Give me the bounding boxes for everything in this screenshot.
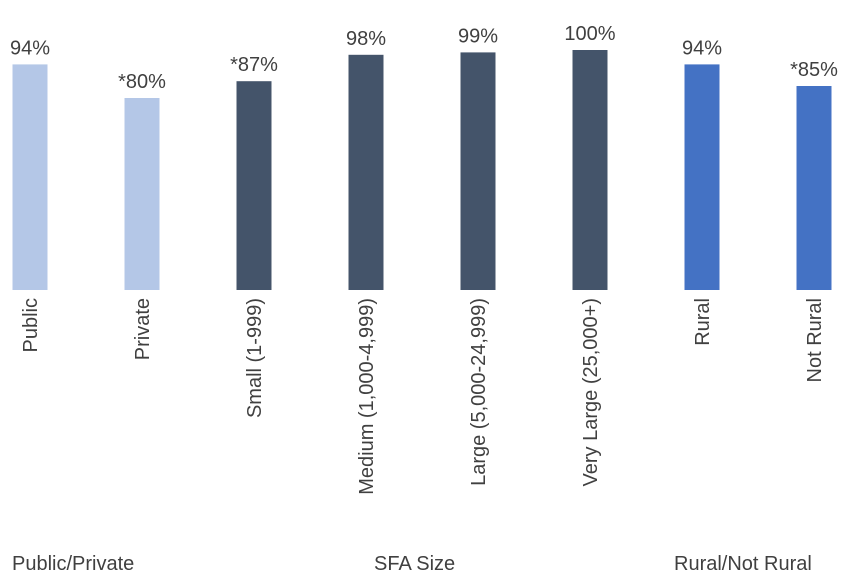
bar-not-rural [796, 86, 832, 290]
data-label-public: 94% [10, 37, 50, 59]
category-label-public: Public [20, 298, 42, 352]
data-label-rural: 94% [682, 37, 722, 59]
category-labels-layer: Public Private Small (1-999) Medium (1,000-… [20, 298, 826, 495]
group-label-public-private: Public/Private [12, 553, 135, 575]
data-label-small-1-999: *87% [230, 54, 278, 76]
data-label-private: *80% [118, 71, 166, 93]
group-label-rural-not-rural: Rural/Not Rural [674, 553, 812, 575]
data-label-very-large-25-000: 100% [564, 23, 615, 45]
category-label-not-rural: Not Rural [804, 298, 826, 382]
bar-medium-1-000-4-999 [348, 54, 384, 290]
data-labels-layer: 94% *80% *87% 98% 99% 100% 94% *85% [10, 23, 838, 93]
category-label-rural: Rural [692, 298, 714, 346]
bar-large-5-000-24-999 [460, 52, 496, 291]
bar-rural [684, 64, 720, 291]
category-label-medium-1-000-4-999: Medium (1,000-4,999) [356, 298, 378, 495]
group-label-sfa-size: SFA Size [374, 553, 456, 575]
data-label-large-5-000-24-999: 99% [458, 25, 498, 47]
bars-layer [12, 50, 832, 291]
data-label-not-rural: *85% [790, 59, 838, 81]
category-label-very-large-25-000: Very Large (25,000+) [580, 298, 602, 486]
category-label-private: Private [132, 298, 154, 360]
bar-small-1-999 [236, 81, 272, 290]
bar-public [12, 64, 48, 291]
bar-private [124, 98, 160, 290]
category-label-small-1-999: Small (1-999) [244, 298, 266, 418]
category-label-large-5-000-24-999: Large (5,000-24,999) [468, 298, 490, 486]
data-label-medium-1-000-4-999: 98% [346, 28, 386, 50]
bar-very-large-25-000 [572, 50, 608, 290]
